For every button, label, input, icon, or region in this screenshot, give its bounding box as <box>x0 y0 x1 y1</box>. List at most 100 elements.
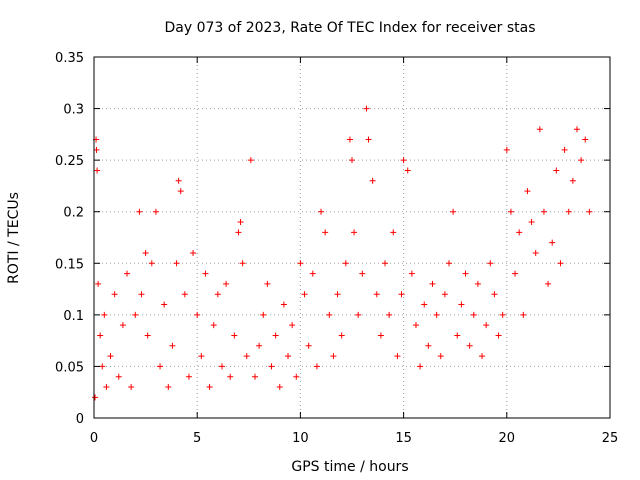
data-point <box>487 260 494 267</box>
data-point <box>169 342 176 349</box>
data-point <box>264 280 271 287</box>
data-point <box>111 291 118 298</box>
grid-lines <box>94 57 610 418</box>
y-tick-label: 0.25 <box>55 154 84 169</box>
data-point <box>516 229 523 236</box>
data-point <box>520 311 527 318</box>
data-point <box>553 167 560 174</box>
x-tick-label: 0 <box>90 431 98 446</box>
data-point <box>512 270 519 277</box>
data-point <box>458 301 465 308</box>
data-point <box>301 291 308 298</box>
data-point <box>398 291 405 298</box>
data-point <box>507 208 514 215</box>
data-point <box>103 384 110 391</box>
data-point <box>349 157 355 164</box>
data-point <box>214 291 221 298</box>
data-point <box>289 322 296 329</box>
data-point <box>425 342 432 349</box>
data-point <box>549 239 556 246</box>
data-point <box>251 373 258 380</box>
data-point <box>483 322 490 329</box>
data-point <box>334 291 341 298</box>
data-point <box>181 291 188 298</box>
data-point <box>359 270 366 277</box>
data-point <box>582 136 589 143</box>
data-point <box>536 126 543 133</box>
y-tick-label: 0.15 <box>55 257 84 272</box>
data-point <box>268 363 275 370</box>
data-point <box>421 301 428 308</box>
plot-frame <box>93 56 611 419</box>
data-point <box>132 311 139 318</box>
data-point <box>144 332 151 339</box>
data-point <box>124 270 131 277</box>
x-tick-label: 25 <box>602 431 619 446</box>
data-point <box>326 311 333 318</box>
data-point <box>499 311 506 318</box>
data-point <box>173 260 180 267</box>
data-point <box>479 353 486 360</box>
data-point <box>373 291 380 298</box>
data-point <box>417 363 424 370</box>
data-point <box>446 260 453 267</box>
data-point <box>223 280 230 287</box>
data-point <box>305 342 312 349</box>
data-point <box>557 260 564 267</box>
data-point <box>297 260 304 267</box>
x-tick-label: 15 <box>395 431 412 446</box>
data-points <box>92 105 593 401</box>
data-point <box>148 260 155 267</box>
data-point <box>194 311 201 318</box>
data-point <box>152 208 159 215</box>
data-point <box>142 249 149 256</box>
data-point <box>355 311 362 318</box>
data-point <box>394 353 401 360</box>
data-point <box>276 384 283 391</box>
data-point <box>470 311 477 318</box>
data-point <box>386 311 393 318</box>
data-point <box>115 373 122 380</box>
data-point <box>318 208 325 215</box>
y-tick-label: 0.35 <box>55 51 84 66</box>
y-tick-label: 0.3 <box>63 103 84 118</box>
data-point <box>565 208 572 215</box>
data-point <box>346 136 353 143</box>
data-point <box>190 249 197 256</box>
data-point <box>466 342 473 349</box>
axis-ticks: 0 5 10 15 20 25 0 0.05 0.1 0.15 0.2 0.25 0.3 0.35 <box>55 51 618 446</box>
data-point <box>185 373 192 380</box>
data-point <box>569 177 576 184</box>
data-point <box>218 363 225 370</box>
data-point <box>243 353 250 360</box>
data-point <box>206 384 213 391</box>
data-point <box>239 260 246 267</box>
data-point <box>256 342 263 349</box>
data-point <box>330 353 337 360</box>
data-point <box>377 332 384 339</box>
data-point <box>101 311 108 318</box>
data-point <box>128 384 135 391</box>
data-point <box>97 332 104 339</box>
chart-title: Day 073 of 2023, Rate Of TEC Index for r… <box>164 20 535 36</box>
data-point <box>280 301 287 308</box>
data-point <box>351 229 358 236</box>
data-point <box>235 229 242 236</box>
data-point <box>491 291 498 298</box>
data-point <box>210 322 217 329</box>
data-point <box>260 311 267 318</box>
data-point <box>107 353 114 360</box>
data-point <box>474 280 481 287</box>
data-point <box>272 332 279 339</box>
x-tick-label: 10 <box>292 431 309 446</box>
data-point <box>231 332 238 339</box>
data-point <box>285 353 292 360</box>
data-point <box>545 280 552 287</box>
data-point <box>136 208 143 215</box>
data-point <box>309 270 316 277</box>
data-point <box>528 219 535 226</box>
data-point <box>342 260 349 267</box>
data-point <box>95 280 102 287</box>
y-axis-label: ROTI / TECUs <box>6 192 22 284</box>
data-point <box>369 177 376 184</box>
